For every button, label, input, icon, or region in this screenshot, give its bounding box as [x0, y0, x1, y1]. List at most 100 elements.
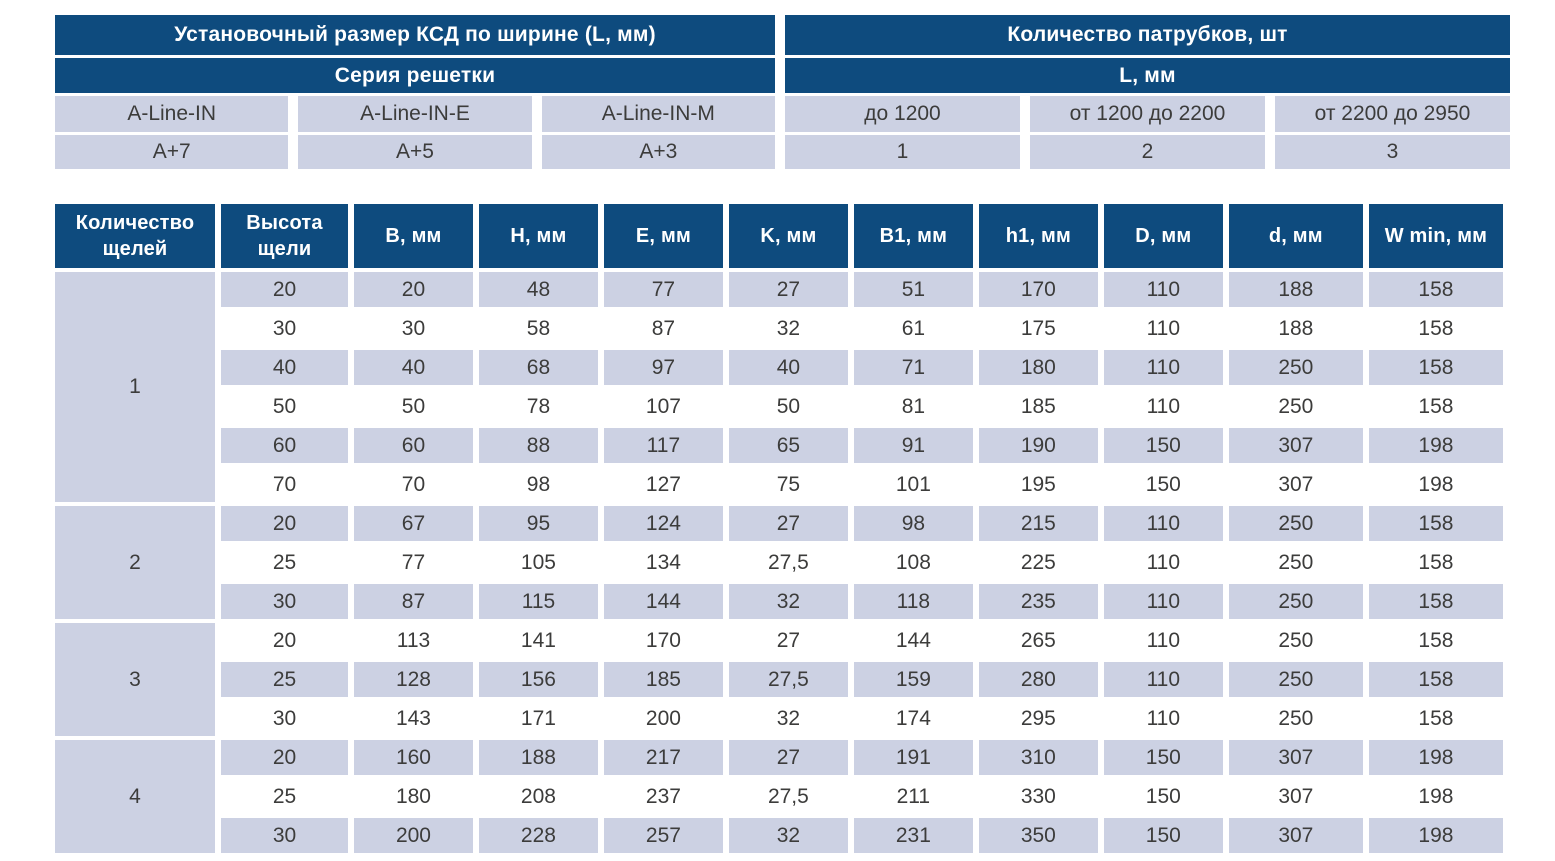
table-cell: 110: [1103, 272, 1223, 307]
table-cell: 228: [478, 818, 598, 853]
table-cell: 27,5: [728, 545, 848, 580]
table-cell: 87: [603, 311, 723, 346]
table-cell: 160: [354, 740, 473, 775]
table-cell: 27,5: [728, 779, 848, 814]
table-cell: 190: [978, 428, 1098, 463]
table-cell: 58: [478, 311, 598, 346]
table-cell: 250: [1228, 701, 1363, 736]
table-cell: 257: [603, 818, 723, 853]
table-cell: 110: [1103, 311, 1223, 346]
table-cell: 188: [478, 740, 598, 775]
table-cell: 50: [728, 389, 848, 424]
group-label-cell: 1: [55, 272, 215, 502]
top-table: Установочный размер КСД по ширине (L, мм…: [55, 15, 1510, 169]
table-cell: 50: [221, 389, 348, 424]
table-cell: 124: [603, 506, 723, 541]
table-cell: 77: [603, 272, 723, 307]
group-label-cell: 3: [55, 623, 215, 736]
branch-count-cell: 1: [785, 135, 1020, 169]
table-cell: 128: [354, 662, 473, 697]
column-header: B, мм: [354, 204, 473, 268]
table-cell: 180: [354, 779, 473, 814]
table-cell: 20: [221, 740, 348, 775]
length-range-cell: до 1200: [785, 96, 1020, 132]
table-cell: 117: [603, 428, 723, 463]
table-cell: 32: [728, 584, 848, 619]
column-header: E, мм: [603, 204, 723, 268]
table-cell: 237: [603, 779, 723, 814]
column-header: H, мм: [478, 204, 598, 268]
table-cell: 98: [478, 467, 598, 502]
table-cell: 110: [1103, 389, 1223, 424]
table-cell: 350: [978, 818, 1098, 853]
table-cell: 60: [221, 428, 348, 463]
table-cell: 158: [1368, 662, 1503, 697]
column-header: K, мм: [728, 204, 848, 268]
table-cell: 141: [478, 623, 598, 658]
table-cell: 307: [1228, 428, 1363, 463]
table-cell: 150: [1103, 818, 1223, 853]
table-cell: 215: [978, 506, 1098, 541]
table-cell: 295: [978, 701, 1098, 736]
table-cell: 110: [1103, 701, 1223, 736]
table-cell: 158: [1368, 506, 1503, 541]
table-cell: 110: [1103, 506, 1223, 541]
table-cell: 185: [603, 662, 723, 697]
table-cell: 40: [221, 350, 348, 385]
table-cell: 150: [1103, 779, 1223, 814]
table-cell: 158: [1368, 272, 1503, 307]
column-header: Высота щели: [221, 204, 348, 268]
table-cell: 25: [221, 779, 348, 814]
table-cell: 20: [221, 506, 348, 541]
series-name-cell: A-Line-IN-M: [541, 96, 775, 132]
table-cell: 159: [853, 662, 973, 697]
table-cell: 30: [354, 311, 473, 346]
branch-count-cell: 3: [1275, 135, 1510, 169]
table-cell: 51: [853, 272, 973, 307]
table-cell: 20: [354, 272, 473, 307]
table-cell: 30: [221, 584, 348, 619]
table-cell: 307: [1228, 467, 1363, 502]
table-cell: 27,5: [728, 662, 848, 697]
table-cell: 27: [728, 506, 848, 541]
series-name-row: A-Line-IN A-Line-IN-E A-Line-IN-M: [55, 96, 775, 132]
top-table-left-title: Установочный размер КСД по ширине (L, мм…: [55, 15, 775, 55]
length-range-cell: от 2200 до 2950: [1275, 96, 1510, 132]
length-range-cell: от 1200 до 2200: [1030, 96, 1265, 132]
table-cell: 48: [478, 272, 598, 307]
column-header: Количество щелей: [55, 204, 215, 268]
table-cell: 40: [728, 350, 848, 385]
branch-count-cell: 2: [1030, 135, 1265, 169]
table-cell: 110: [1103, 662, 1223, 697]
group-label-cell: 4: [55, 740, 215, 853]
table-cell: 97: [603, 350, 723, 385]
table-cell: 118: [853, 584, 973, 619]
table-cell: 98: [853, 506, 973, 541]
table-cell: 265: [978, 623, 1098, 658]
page-content: Установочный размер КСД по ширине (L, мм…: [55, 15, 1510, 853]
table-cell: 250: [1228, 584, 1363, 619]
table-cell: 108: [853, 545, 973, 580]
table-cell: 307: [1228, 779, 1363, 814]
table-cell: 20: [221, 623, 348, 658]
table-cell: 250: [1228, 662, 1363, 697]
branch-count-row: 1 2 3: [785, 135, 1510, 169]
table-cell: 68: [478, 350, 598, 385]
table-cell: 143: [354, 701, 473, 736]
table-cell: 250: [1228, 623, 1363, 658]
table-cell: 188: [1228, 272, 1363, 307]
table-cell: 174: [853, 701, 973, 736]
table-cell: 25: [221, 662, 348, 697]
column-header: d, мм: [1228, 204, 1363, 268]
table-cell: 30: [221, 701, 348, 736]
column-header: D, мм: [1103, 204, 1223, 268]
table-cell: 144: [853, 623, 973, 658]
top-table-right-title: Количество патрубков, шт: [785, 15, 1510, 55]
table-cell: 310: [978, 740, 1098, 775]
table-cell: 250: [1228, 506, 1363, 541]
table-cell: 191: [853, 740, 973, 775]
table-cell: 250: [1228, 389, 1363, 424]
table-cell: 195: [978, 467, 1098, 502]
table-cell: 110: [1103, 350, 1223, 385]
table-cell: 91: [853, 428, 973, 463]
